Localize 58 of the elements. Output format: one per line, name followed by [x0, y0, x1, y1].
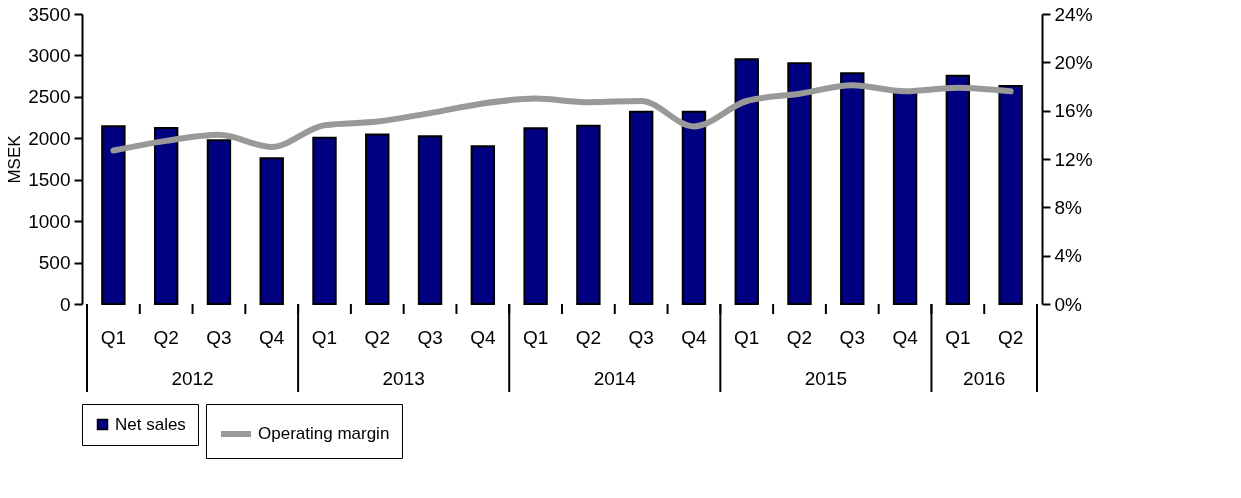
x-tick-label: Q4 — [681, 327, 708, 348]
y-axis-title: MSEK — [5, 134, 25, 184]
x-tick-label: Q1 — [100, 327, 127, 348]
bar — [417, 135, 443, 305]
y2-tick-label: 0% — [1054, 293, 1083, 315]
bar — [259, 157, 284, 305]
bar — [945, 74, 971, 305]
y2-tick-label: 8% — [1054, 196, 1083, 218]
x-tick-label: Q2 — [997, 327, 1024, 348]
x-tick-label: Q4 — [259, 327, 285, 348]
text: 2012 — [171, 368, 214, 389]
x-tick-label: Q1 — [522, 327, 549, 348]
x-tick-label: Q3 — [206, 327, 232, 348]
bar — [628, 110, 654, 305]
x-tick-label: Q2 — [575, 327, 602, 348]
x-tick-label: Q3 — [839, 327, 865, 348]
y2-tick-label: 20% — [1054, 51, 1093, 73]
bar — [840, 72, 865, 305]
bar — [470, 145, 496, 305]
legend-label: Net sales — [115, 414, 186, 434]
bar — [101, 125, 126, 305]
bar — [734, 58, 759, 305]
x-tick-label: Q1 — [734, 327, 760, 348]
y-tick-label: 3000 — [28, 44, 71, 66]
y2-tick-label: 24% — [1054, 3, 1093, 25]
y-tick-label: 1000 — [28, 210, 71, 232]
legend-label: Operating margin — [258, 424, 390, 443]
text: 2014 — [593, 368, 637, 389]
y-tick-label: 0 — [59, 293, 71, 315]
text: 2013 — [382, 368, 425, 389]
y2-tick-label: 12% — [1054, 148, 1093, 170]
x-tick-label: Q3 — [628, 327, 654, 348]
y-tick-label: 1500 — [28, 169, 71, 191]
y2-tick-label: 16% — [1054, 100, 1093, 122]
x-tick-label: Q1 — [945, 327, 971, 348]
x-tick-label: Q1 — [311, 327, 338, 348]
bar — [998, 85, 1023, 305]
text: 2016 — [963, 368, 1006, 389]
x-tick-label: Q2 — [153, 327, 179, 348]
y-tick-label: 3500 — [28, 3, 71, 25]
x-tick-label: Q2 — [786, 327, 813, 348]
bar — [153, 126, 179, 305]
bar — [312, 136, 337, 305]
x-tick-label: Q3 — [417, 327, 443, 348]
bar — [787, 62, 812, 305]
y2-tick-label: 4% — [1054, 245, 1083, 267]
x-tick-label: Q4 — [470, 327, 496, 348]
text: 2015 — [804, 368, 848, 389]
y-tick-label: 2500 — [28, 86, 71, 108]
bar — [365, 133, 390, 305]
x-tick-label: Q4 — [892, 327, 919, 348]
bar — [206, 139, 232, 305]
bar — [681, 110, 707, 305]
x-tick-label: Q2 — [364, 327, 390, 348]
bar — [576, 124, 601, 305]
bar — [523, 127, 548, 305]
y-tick-label: 2000 — [28, 127, 71, 149]
y-tick-label: 500 — [38, 252, 71, 274]
